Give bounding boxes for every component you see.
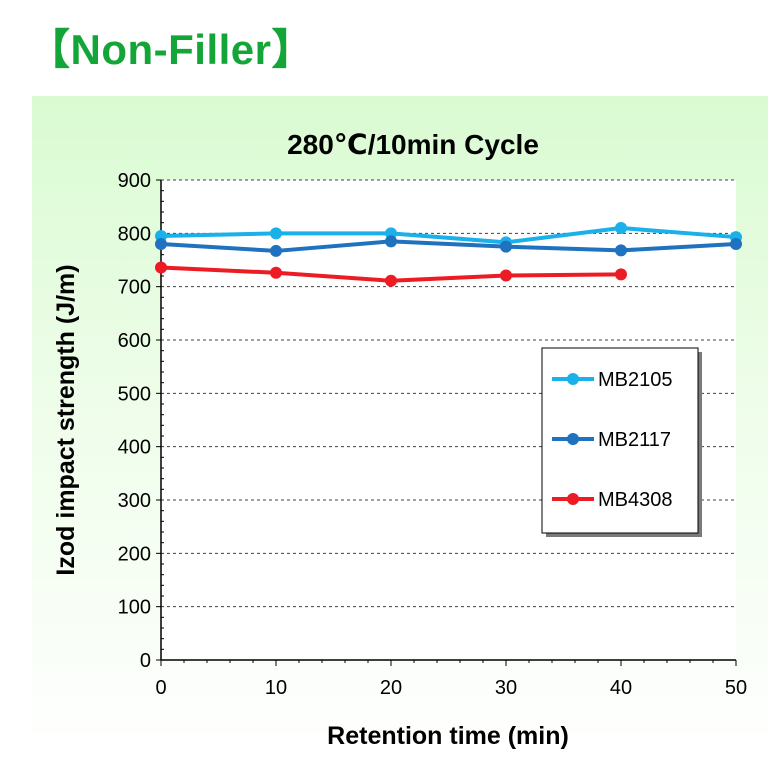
y-tick-label: 200	[118, 543, 151, 565]
data-point	[270, 266, 282, 279]
series-mb4308	[155, 261, 627, 287]
data-point	[385, 235, 397, 248]
data-point	[615, 222, 627, 234]
legend-label: MB2105	[598, 369, 673, 391]
legend-item-mb2117: MB2117	[552, 429, 671, 451]
legend-swatch-marker	[567, 373, 579, 385]
y-tick-label: 0	[140, 650, 151, 672]
legend-item-mb4308: MB4308	[552, 489, 673, 511]
x-tick-label: 0	[155, 677, 166, 699]
x-tick-label: 30	[495, 677, 517, 699]
y-tick-label: 600	[118, 330, 151, 352]
data-point	[500, 269, 512, 282]
data-point	[615, 268, 627, 281]
x-tick-label: 10	[265, 677, 287, 699]
series-line	[160, 239, 737, 253]
series-line	[160, 226, 737, 245]
data-point	[270, 227, 282, 240]
y-tick-label: 100	[118, 597, 151, 619]
y-tick-label: 300	[118, 490, 151, 512]
x-tick-label: 50	[725, 677, 747, 699]
legend-label: MB2117	[598, 429, 671, 451]
legend-swatch-marker	[567, 493, 579, 505]
y-tick-labels: 0 100 200 300 400 500 600 700 800 900	[118, 170, 151, 672]
data-point	[500, 240, 512, 253]
data-point	[730, 238, 742, 250]
data-point	[155, 238, 167, 250]
chart-title: 280℃/10min Cycle	[287, 129, 539, 160]
legend-label: MB4308	[598, 489, 673, 511]
y-tick-label: 700	[118, 277, 151, 299]
data-point	[615, 244, 627, 257]
x-axis-label: Retention time (min)	[327, 722, 569, 750]
axes	[156, 179, 737, 666]
data-point	[270, 244, 282, 257]
page-heading: 【Non-Filler】	[28, 26, 314, 73]
data-point	[385, 274, 397, 287]
y-tick-label: 500	[118, 383, 151, 405]
y-tick-label: 800	[118, 223, 151, 245]
y-tick-label: 400	[118, 437, 151, 459]
y-tick-label: 900	[118, 170, 151, 192]
x-tick-label: 40	[610, 677, 632, 699]
data-point	[155, 261, 167, 274]
x-tick-labels: 0 10 20 30 40 50	[155, 677, 747, 699]
series-lines	[155, 222, 742, 287]
series-mb2117	[155, 235, 742, 257]
legend-swatch-marker	[567, 433, 579, 445]
x-tick-label: 20	[380, 677, 402, 699]
legend: MB2105 MB2117 MB4308	[541, 347, 702, 537]
y-axis-label: Izod impact strength (J/m)	[52, 264, 80, 575]
legend-item-mb2105: MB2105	[552, 369, 673, 391]
